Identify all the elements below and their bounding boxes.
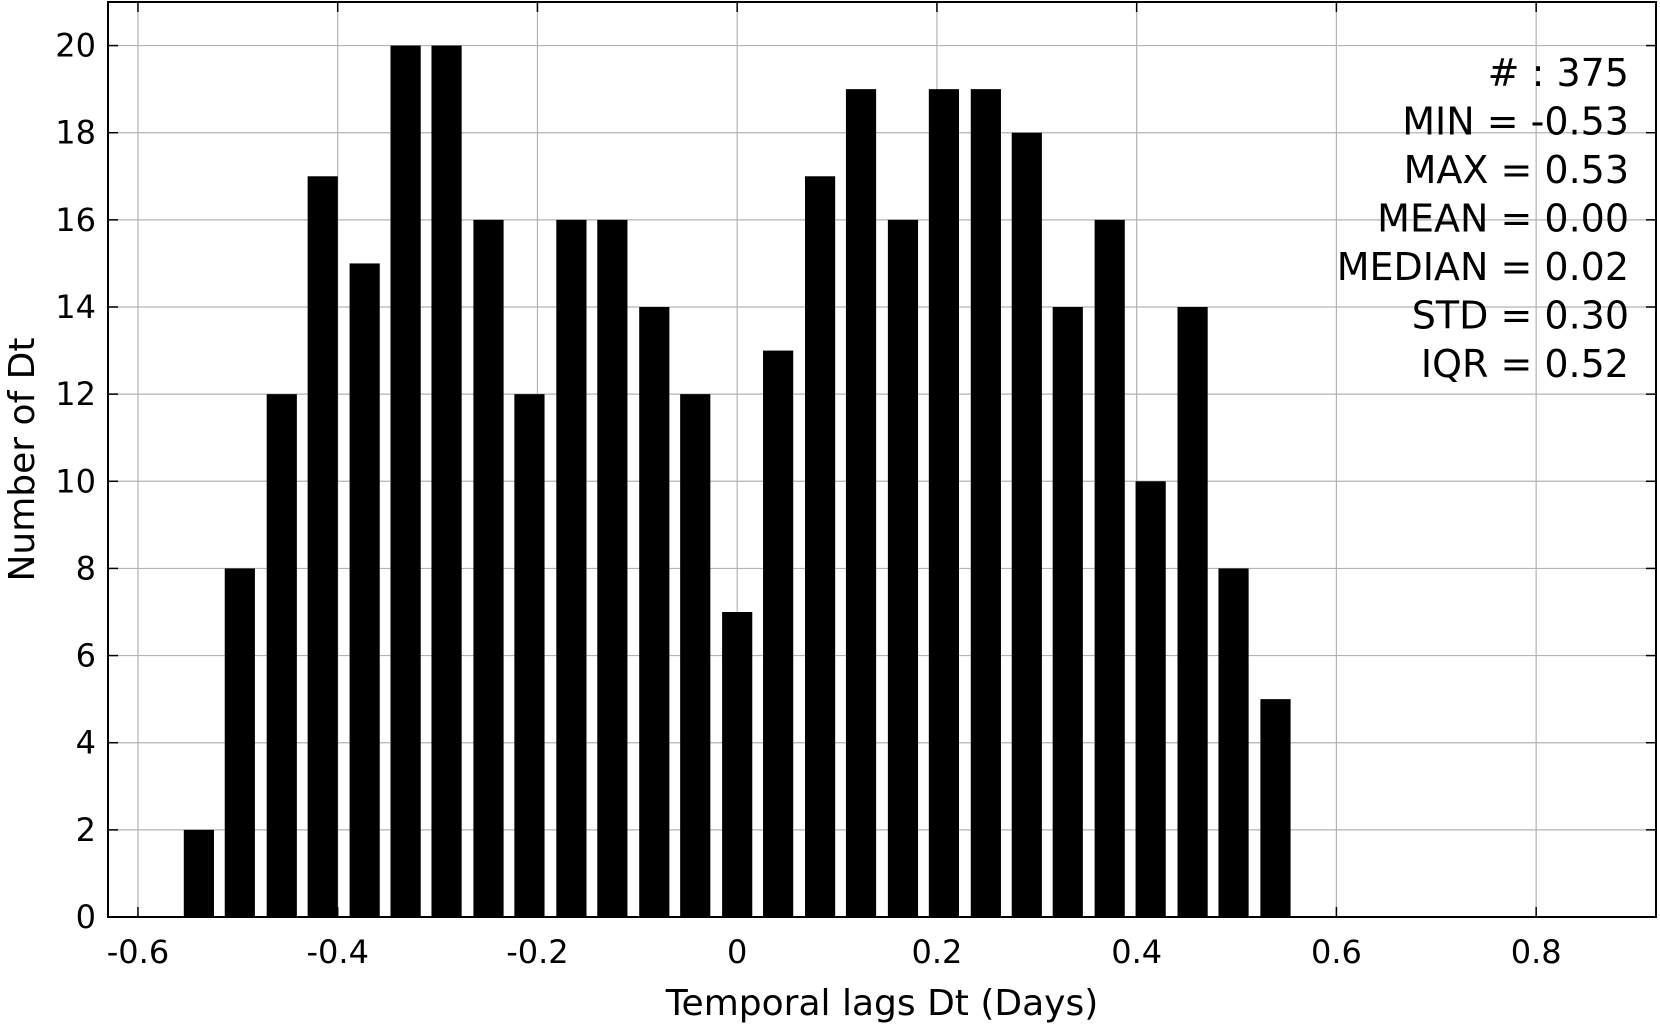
- histogram-bar: [928, 89, 960, 917]
- x-tick-label: 0.4: [1111, 933, 1162, 971]
- histogram-bar: [1135, 481, 1166, 917]
- y-tick-label: 4: [76, 724, 96, 762]
- histogram-bar: [431, 45, 462, 918]
- y-tick-labels: 0 2 4 6 8 10 12 14 16 18 20: [55, 27, 96, 936]
- x-axis-label: Temporal lags Dt (Days): [665, 983, 1099, 1024]
- x-tick-labels: -0.6 -0.4 -0.2 0 0.2 0.4 0.6 0.8: [107, 933, 1562, 971]
- histogram-bar: [1218, 568, 1249, 917]
- stat-annotation: MIN = -0.53: [1402, 100, 1629, 144]
- histogram-bars: [183, 45, 1291, 918]
- x-tick-label: -0.4: [306, 933, 368, 971]
- histogram-bar: [680, 394, 711, 918]
- histogram-bar: [763, 350, 794, 918]
- y-tick-label: 14: [55, 288, 96, 326]
- y-tick-label: 20: [55, 27, 96, 65]
- y-tick-label: 16: [55, 201, 96, 239]
- stat-annotation: # : 375: [1488, 51, 1629, 95]
- stat-annotation: IQR = 0.52: [1421, 342, 1629, 386]
- axis-ticks: [108, 2, 1656, 918]
- histogram-bar: [307, 176, 338, 918]
- y-axis-label: Number of Dt: [2, 337, 43, 581]
- histogram-bar: [183, 829, 214, 917]
- histogram-bar: [722, 612, 753, 917]
- histogram-bar: [266, 394, 297, 918]
- histogram-bar: [556, 219, 587, 917]
- plot-frame: [107, 1, 1657, 918]
- y-tick-label: 6: [76, 637, 96, 675]
- histogram-bar: [390, 45, 421, 918]
- histogram-bar: [804, 176, 836, 918]
- stat-annotation: MEAN = 0.00: [1377, 197, 1629, 241]
- histogram-bar: [1094, 219, 1125, 917]
- histogram-bar: [1011, 132, 1042, 917]
- x-tick-label: 0.6: [1311, 933, 1362, 971]
- histogram-bar: [639, 307, 670, 917]
- histogram-bar: [845, 89, 877, 917]
- histogram-bar: [1177, 307, 1208, 917]
- histogram-bar: [349, 263, 380, 917]
- y-tick-label: 2: [76, 811, 96, 849]
- histogram-bar: [224, 568, 255, 917]
- stat-annotation: MAX = 0.53: [1404, 148, 1629, 192]
- histogram-bar: [887, 219, 919, 917]
- y-tick-label: 18: [55, 114, 96, 152]
- x-tick-label: -0.2: [506, 933, 568, 971]
- histogram-bar: [597, 219, 628, 917]
- histogram-bar: [970, 89, 1001, 917]
- x-tick-label: -0.6: [107, 933, 169, 971]
- x-tick-label: 0: [727, 933, 747, 971]
- y-tick-label: 10: [55, 462, 96, 500]
- stat-annotation: MEDIAN = 0.02: [1337, 245, 1629, 289]
- x-tick-label: 0.2: [911, 933, 962, 971]
- histogram-bar: [1260, 699, 1291, 917]
- histogram-bar: [473, 219, 504, 917]
- histogram-bar: [514, 394, 545, 918]
- histogram-bar: [1052, 307, 1083, 917]
- x-tick-label: 0.8: [1511, 933, 1562, 971]
- y-tick-label: 8: [76, 549, 96, 587]
- y-tick-label: 12: [55, 375, 96, 413]
- stat-annotation: STD = 0.30: [1412, 294, 1629, 338]
- y-tick-label: 0: [76, 898, 96, 936]
